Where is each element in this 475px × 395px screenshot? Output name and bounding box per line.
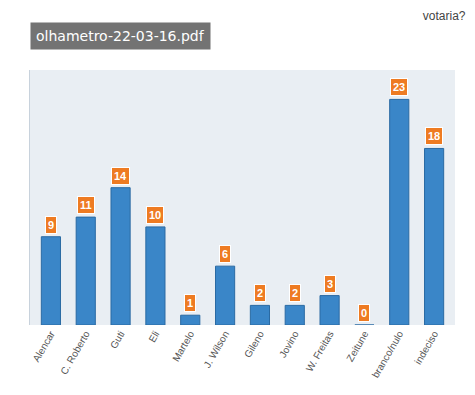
svg-text:olhametro-22-03-16.pdf: olhametro-22-03-16.pdf <box>36 28 205 44</box>
svg-text:Gileno: Gileno <box>242 329 266 360</box>
svg-text:10: 10 <box>149 209 161 221</box>
svg-text:2: 2 <box>257 287 263 299</box>
svg-text:1: 1 <box>187 297 193 309</box>
svg-text:2: 2 <box>292 287 298 299</box>
svg-text:3: 3 <box>327 278 333 290</box>
svg-text:Alencar: Alencar <box>30 328 57 363</box>
svg-text:W. Freitas: W. Freitas <box>304 329 336 373</box>
svg-text:J. Wilson: J. Wilson <box>201 329 231 370</box>
svg-text:indeciso: indeciso <box>412 329 440 367</box>
svg-text:Jovino: Jovino <box>277 329 301 360</box>
svg-text:Guti: Guti <box>108 329 127 350</box>
svg-text:9: 9 <box>48 219 54 231</box>
svg-text:14: 14 <box>114 170 127 182</box>
svg-text:votaria?: votaria? <box>423 9 466 23</box>
svg-text:branco/nulo: branco/nulo <box>370 329 406 380</box>
svg-text:23: 23 <box>393 81 405 93</box>
svg-text:6: 6 <box>222 248 228 260</box>
svg-text:Martelo: Martelo <box>170 329 196 364</box>
svg-text:0: 0 <box>361 307 367 319</box>
svg-text:C. Roberto: C. Roberto <box>58 329 92 377</box>
svg-text:Eli: Eli <box>146 329 161 344</box>
svg-text:18: 18 <box>428 130 440 142</box>
svg-text:11: 11 <box>80 199 92 211</box>
svg-text:Zeitune: Zeitune <box>344 329 370 364</box>
